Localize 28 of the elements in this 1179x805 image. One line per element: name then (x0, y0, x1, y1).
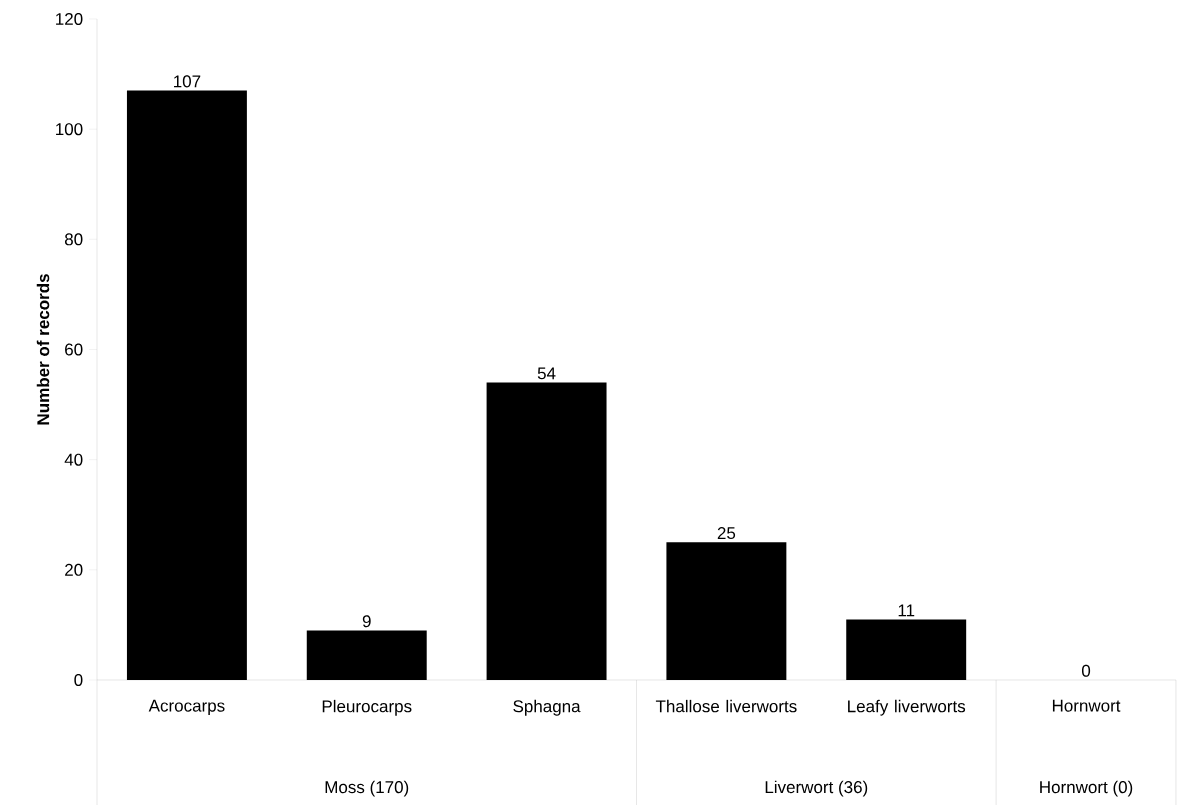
x-tick-label: Leafy liverworts (848, 699, 966, 716)
x-tick-label: Hornwort (1052, 699, 1121, 712)
y-tick-label: 20 (65, 563, 83, 576)
y-tick-label: 120 (56, 12, 83, 25)
y-tick-label: 80 (64, 233, 83, 246)
x-tick-label: Pleurocarps (322, 699, 412, 716)
data-label: 0 (1081, 664, 1091, 677)
bar (846, 619, 967, 680)
data-label: 11 (898, 604, 915, 617)
data-label: 9 (362, 615, 371, 628)
x-tick-label: Acrocarps (148, 699, 225, 715)
y-tick-label: 100 (56, 123, 83, 136)
x-tick-label: Thallose liverworts (655, 699, 797, 713)
y-tick-label: 0 (74, 673, 83, 686)
y-tick-label: 60 (65, 343, 83, 356)
data-label: 54 (537, 367, 556, 380)
text: Moss (170) (325, 780, 409, 797)
bar (666, 542, 787, 680)
text: Hornwort (0) (1040, 780, 1133, 797)
y-tick-label: 40 (64, 453, 83, 466)
x-tick-label: Sphagna (513, 699, 581, 716)
y-axis-title: Number of records (36, 274, 50, 425)
bar (306, 630, 427, 680)
data-label: 107 (174, 75, 201, 88)
data-label: 25 (717, 526, 736, 539)
bar (126, 90, 247, 680)
bar (486, 382, 607, 680)
text: Liverwort (36) (765, 780, 868, 797)
